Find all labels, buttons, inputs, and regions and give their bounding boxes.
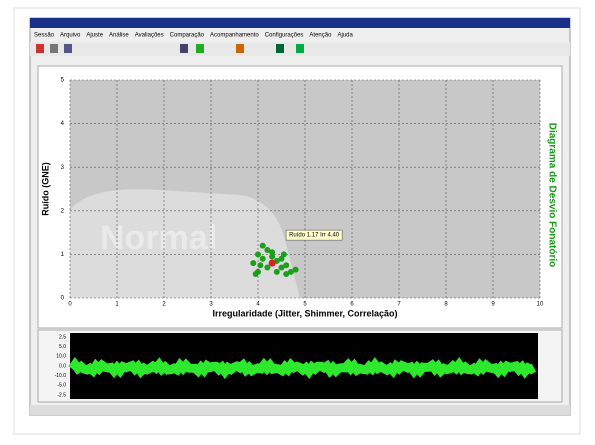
menu-item[interactable]: Avaliações [135, 33, 164, 39]
menu-item[interactable]: Análise [109, 33, 129, 39]
icon[interactable] [196, 44, 204, 53]
x-tick-label: 5 [303, 302, 307, 308]
point [273, 268, 280, 275]
menu-item[interactable]: Configurações [265, 33, 304, 39]
icon[interactable] [296, 44, 304, 53]
x-tick-label: 7 [397, 302, 401, 308]
point [259, 255, 266, 262]
waveform-label: 5.0 [59, 344, 66, 350]
point [269, 249, 276, 256]
menu-item[interactable]: Ajuste [86, 33, 103, 39]
waveform-label: -2.5 [57, 392, 66, 398]
y-tick-label: 2 [61, 208, 65, 214]
point [264, 247, 271, 254]
y-axis-label: Ruído (GNE) [40, 162, 50, 216]
x-tick-label: 2 [162, 302, 166, 308]
menu-item[interactable]: Ajuda [337, 33, 353, 39]
status-bar [30, 405, 570, 415]
point [292, 266, 299, 273]
point [264, 264, 271, 271]
waveform-label: 2.5 [59, 334, 66, 340]
waveform-label: -10.0 [55, 373, 67, 379]
x-tick-label: 10 [537, 302, 544, 308]
point [255, 251, 261, 258]
x-tick-label: 3 [209, 302, 213, 308]
point [283, 262, 290, 269]
point [252, 271, 259, 278]
point [259, 242, 266, 249]
normal-zone [70, 189, 300, 298]
y-tick-label: 1 [61, 252, 65, 258]
title-bar [30, 18, 570, 28]
tooltip-box [285, 229, 343, 241]
watermark: Normal [100, 219, 217, 257]
icon[interactable] [180, 44, 188, 53]
point [250, 260, 257, 267]
x-tick-label: 6 [350, 302, 354, 308]
toolbar-icons [36, 44, 304, 53]
icon[interactable] [36, 44, 44, 53]
x-tick-label: 1 [115, 302, 119, 308]
y-tick-label: 0 [61, 296, 65, 302]
highlight-point [268, 259, 276, 267]
menu-item[interactable]: Arquivo [60, 33, 81, 39]
x-tick-label: 9 [491, 302, 495, 308]
side-label: Diagrama de Desvio Fonatório [546, 123, 557, 267]
point [280, 251, 287, 258]
menu-item[interactable]: Atenção [309, 33, 332, 39]
y-tick-label: 4 [61, 121, 65, 127]
icon[interactable] [236, 44, 244, 53]
x-axis-label: Irregularidade (Jitter, Shimmer, Correla… [212, 308, 397, 318]
x-tick-label: 4 [256, 302, 260, 308]
x-tick-label: 8 [444, 302, 448, 308]
y-tick-label: 3 [61, 165, 65, 171]
waveform-label: 10.0 [56, 354, 66, 360]
menu-item[interactable]: Comparação [170, 33, 205, 39]
point [257, 262, 264, 269]
menu-item[interactable]: Acompanhamento [210, 33, 259, 39]
plot: 0 1 2 3 4 5 6 7 8 9 10 0 1 2 3 4 5 Ruído 1.17 Irr 4.40 [61, 78, 544, 308]
waveform [68, 356, 537, 380]
y-tick-label: 5 [61, 78, 65, 84]
icon[interactable] [276, 44, 284, 53]
waveform-label: 0.0 [59, 363, 66, 369]
tooltip: Ruído 1.17 Irr 4.40 [289, 233, 340, 239]
point [278, 264, 285, 271]
point [287, 268, 294, 275]
icon[interactable] [50, 44, 58, 53]
waveform-label: -5.0 [57, 383, 66, 389]
menu-item[interactable]: Sessão [34, 33, 55, 39]
point [283, 271, 290, 278]
icon[interactable] [64, 44, 72, 53]
x-tick-label: 0 [68, 302, 72, 308]
point [269, 253, 276, 260]
